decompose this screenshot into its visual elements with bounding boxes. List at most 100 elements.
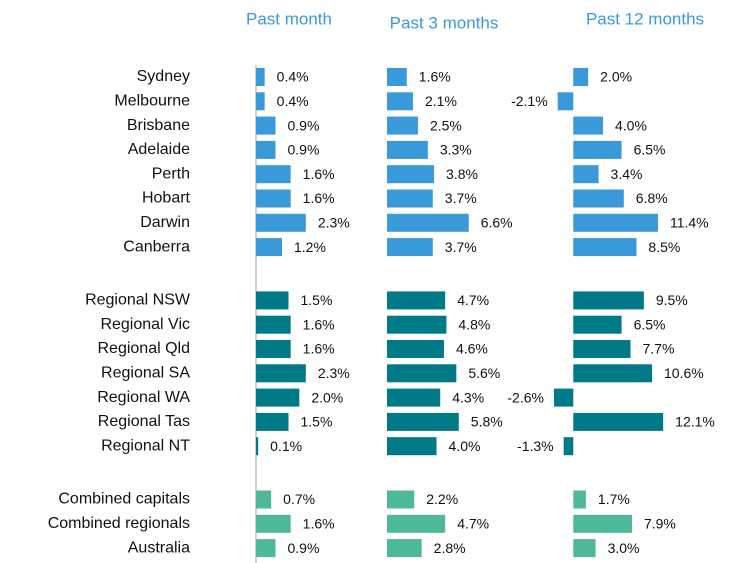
value-label: 2.5%	[430, 117, 462, 133]
value-label: 2.2%	[426, 491, 458, 507]
bar	[387, 490, 415, 509]
value-label: 4.0%	[449, 438, 481, 454]
value-label: 3.7%	[445, 190, 477, 206]
value-label: 2.0%	[311, 389, 343, 405]
bar	[573, 514, 632, 533]
value-label: 1.6%	[303, 166, 335, 182]
panel-header: Past 12 months	[586, 9, 704, 28]
bar	[387, 437, 437, 456]
value-label: 1.6%	[303, 190, 335, 206]
bar	[256, 92, 265, 111]
bar	[387, 315, 447, 334]
bar	[573, 412, 664, 431]
bar	[256, 539, 276, 558]
value-label: 0.4%	[277, 69, 309, 85]
value-label: 3.4%	[611, 166, 643, 182]
bar	[557, 92, 574, 111]
category-label: Regional Qld	[98, 340, 191, 357]
value-label: 2.0%	[600, 69, 632, 85]
category-label: Sydney	[137, 68, 190, 85]
bar	[553, 388, 574, 407]
bar	[256, 213, 306, 232]
value-label: 6.5%	[634, 142, 666, 158]
panel-header: Past 3 months	[390, 13, 499, 32]
bar	[256, 364, 306, 383]
value-label: 4.0%	[615, 117, 647, 133]
value-label: 7.7%	[642, 341, 674, 357]
bar	[387, 189, 433, 208]
category-label: Combined regionals	[48, 515, 190, 532]
bar	[387, 116, 418, 135]
bar	[573, 116, 603, 135]
bar	[573, 490, 586, 509]
category-label: Brisbane	[127, 117, 190, 134]
bar	[573, 539, 596, 558]
value-label: 0.1%	[270, 438, 302, 454]
bar	[573, 291, 644, 310]
bar	[573, 213, 658, 232]
value-label: 9.5%	[656, 292, 688, 308]
value-label: 1.6%	[303, 516, 335, 532]
value-label: 0.9%	[288, 117, 320, 133]
category-label: Darwin	[140, 214, 190, 231]
bar	[387, 364, 457, 383]
value-label: 5.6%	[468, 365, 500, 381]
bar	[387, 514, 446, 533]
category-label: Australia	[128, 539, 190, 556]
value-label: 0.9%	[288, 142, 320, 158]
value-label: 6.5%	[634, 316, 666, 332]
value-label: 6.6%	[481, 215, 513, 231]
value-label: 3.3%	[440, 142, 472, 158]
value-label: 1.6%	[419, 69, 451, 85]
bar	[256, 315, 291, 334]
category-label: Canberra	[123, 238, 190, 255]
value-label: 6.8%	[636, 190, 668, 206]
value-label: 4.6%	[456, 341, 488, 357]
category-label: Regional NT	[101, 437, 190, 454]
value-label: 3.0%	[608, 540, 640, 556]
value-label: 1.6%	[303, 316, 335, 332]
bar	[256, 238, 282, 257]
value-label: 8.5%	[648, 239, 680, 255]
bar	[387, 291, 446, 310]
bar	[573, 315, 622, 334]
panel-header: Past month	[246, 9, 332, 28]
value-label: 2.3%	[318, 365, 350, 381]
category-label: Adelaide	[128, 141, 190, 158]
bar	[573, 364, 653, 383]
category-label: Combined capitals	[58, 491, 190, 508]
value-label: 1.5%	[301, 292, 333, 308]
value-label: 4.7%	[457, 292, 489, 308]
value-label: -1.3%	[517, 438, 554, 454]
value-label: 1.5%	[301, 414, 333, 430]
bar	[573, 140, 622, 159]
bar	[256, 490, 272, 509]
bar	[256, 116, 276, 135]
bar	[387, 388, 441, 407]
value-label: 4.3%	[452, 389, 484, 405]
bar	[573, 238, 637, 257]
value-label: -2.6%	[507, 389, 544, 405]
bar	[573, 340, 631, 358]
value-label: 1.7%	[598, 491, 630, 507]
bar	[387, 238, 433, 257]
category-label: Regional Vic	[100, 316, 190, 333]
value-label: 0.7%	[283, 491, 315, 507]
category-label: Regional Tas	[98, 413, 190, 430]
value-label: 4.8%	[458, 316, 490, 332]
bar	[256, 437, 259, 456]
value-label: -2.1%	[511, 93, 548, 109]
bar	[256, 68, 265, 86]
bar	[256, 340, 291, 358]
value-label: 1.2%	[294, 239, 326, 255]
value-label: 0.9%	[288, 540, 320, 556]
value-label: 0.4%	[277, 93, 309, 109]
bar	[387, 539, 422, 558]
bar	[573, 189, 624, 208]
bar	[256, 514, 291, 533]
bar	[256, 291, 289, 310]
value-label: 1.6%	[303, 341, 335, 357]
value-label: 10.6%	[664, 365, 704, 381]
category-label: Regional WA	[97, 389, 190, 406]
